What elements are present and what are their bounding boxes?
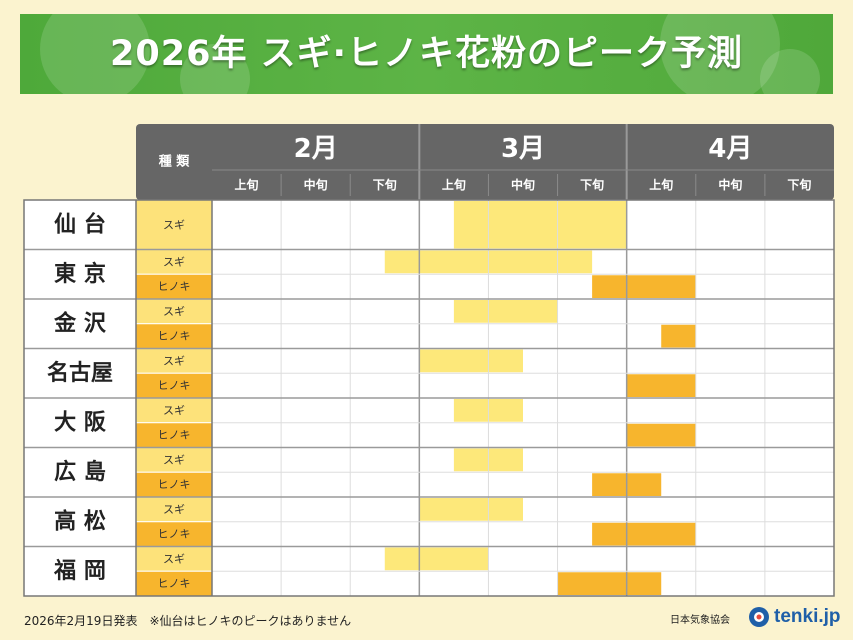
- type-label: ヒノキ: [158, 577, 191, 590]
- period-label: 中旬: [718, 177, 742, 192]
- type-cell: [135, 323, 213, 349]
- type-label: ヒノキ: [158, 478, 191, 491]
- city-label: 福 岡: [53, 559, 106, 584]
- tenki-logo[interactable]: tenki.jp: [748, 604, 841, 630]
- period-label: 中旬: [304, 177, 328, 192]
- period-label: 下旬: [787, 177, 811, 192]
- peak-bar-hinoki: [626, 374, 696, 397]
- type-label: スギ: [163, 552, 185, 565]
- type-label: ヒノキ: [158, 280, 191, 293]
- type-label: スギ: [163, 404, 185, 417]
- peak-bar-hinoki: [592, 522, 696, 546]
- type-label: ヒノキ: [158, 379, 191, 392]
- announcement-note: 2026年2月19日発表 ※仙台はヒノキのピークはありません: [24, 614, 352, 628]
- type-cell: [135, 521, 213, 547]
- city-label: 仙 台: [54, 211, 106, 237]
- peak-bar-hinoki: [661, 324, 696, 348]
- page-title: 2026年 スギ·ヒノキ花粉のピーク予測: [110, 34, 743, 74]
- peak-bar-sugi: [384, 547, 489, 571]
- type-label: スギ: [163, 305, 185, 318]
- type-label: スギ: [163, 354, 185, 367]
- period-label: 上旬: [442, 177, 466, 192]
- banner-decoration: [40, 14, 150, 94]
- type-label: スギ: [163, 453, 185, 466]
- month-label: 3月: [501, 134, 545, 164]
- peak-bar-sugi: [453, 300, 558, 323]
- city-label: 大 阪: [54, 410, 106, 435]
- period-label: 下旬: [373, 177, 397, 192]
- city-label: 広 島: [54, 459, 106, 485]
- peak-bar-hinoki: [626, 423, 696, 447]
- peak-bar-sugi: [453, 201, 627, 249]
- type-label: スギ: [163, 255, 185, 268]
- title-banner: 2026年 スギ·ヒノキ花粉のピーク予測: [20, 14, 833, 94]
- city-label: 高 松: [54, 508, 106, 534]
- month-label: 4月: [708, 134, 752, 164]
- peak-bar-hinoki: [592, 275, 696, 298]
- type-cell: [135, 199, 213, 250]
- period-label: 上旬: [235, 177, 259, 192]
- type-label: ヒノキ: [158, 528, 191, 541]
- city-label: 金 沢: [53, 310, 107, 336]
- type-label: ヒノキ: [158, 330, 191, 343]
- city-label: 名古屋: [47, 360, 113, 386]
- logo-text: tenki.jp: [774, 606, 841, 627]
- type-label: スギ: [163, 503, 185, 516]
- tenki-logo-icon: [749, 607, 769, 627]
- banner-decoration: [660, 14, 780, 94]
- month-label: 2月: [294, 134, 338, 164]
- type-cell: [135, 546, 213, 572]
- banner-decoration: [180, 44, 250, 94]
- type-cell: [135, 471, 213, 498]
- type-header: 種 類: [159, 154, 191, 170]
- peak-bar-hinoki: [557, 572, 662, 595]
- peak-bar-sugi: [419, 349, 523, 373]
- table-border: [23, 199, 835, 597]
- period-label: 中旬: [511, 177, 535, 192]
- period-label: 下旬: [580, 177, 604, 192]
- type-cell: [135, 273, 213, 300]
- period-label: 上旬: [649, 177, 673, 192]
- peak-bar-sugi: [419, 498, 523, 521]
- type-cell: [135, 570, 213, 597]
- banner-decoration: [760, 49, 820, 94]
- type-label: ヒノキ: [158, 429, 191, 442]
- table-header: [136, 124, 834, 200]
- city-label: 東 京: [54, 261, 106, 287]
- issuer-name: 日本気象協会: [670, 615, 730, 626]
- type-label: スギ: [163, 218, 185, 231]
